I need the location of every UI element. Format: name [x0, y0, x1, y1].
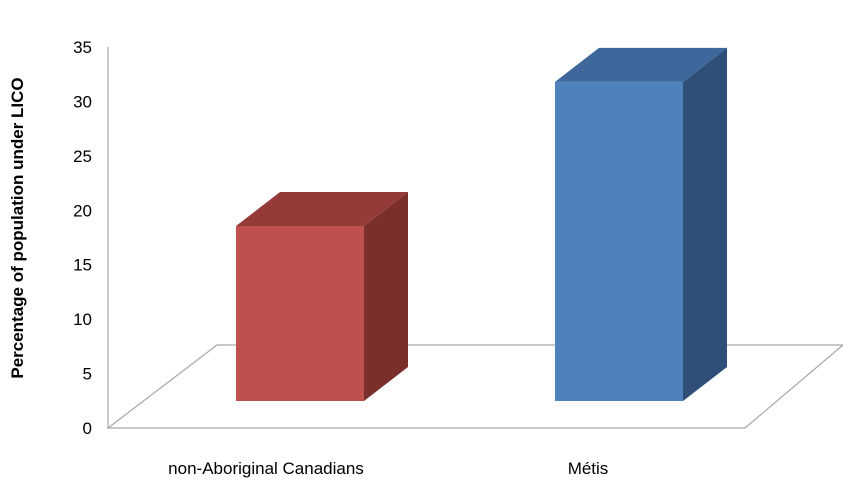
bar [555, 47, 727, 401]
y-tick-label: 5 [83, 365, 92, 384]
y-tick-label: 20 [73, 201, 92, 220]
chart-floor-outline [106, 344, 843, 429]
y-tick-labels: 0 5 10 15 20 25 30 35 [73, 38, 92, 438]
bar [236, 192, 408, 401]
y-tick-label: 0 [83, 419, 92, 438]
bar-top-face [236, 192, 408, 226]
bars-layer [236, 47, 727, 401]
bar-side-face [683, 47, 727, 401]
y-tick-label: 15 [73, 256, 92, 275]
bar-side-face [364, 192, 408, 401]
bar-front-face [236, 226, 364, 401]
y-tick-label: 25 [73, 147, 92, 166]
chart-floor [106, 344, 843, 429]
x-category-label: non-Aboriginal Canadians [168, 459, 364, 478]
x-category-labels: non-Aboriginal Canadians Métis [168, 459, 608, 478]
x-category-label: Métis [568, 459, 609, 478]
y-tick-label: 30 [73, 92, 92, 111]
bar-front-face [555, 81, 683, 401]
y-axis-label: Percentage of population under LICO [8, 77, 27, 378]
y-tick-label: 10 [73, 310, 92, 329]
bar-top-face [555, 47, 727, 82]
y-tick-label: 35 [73, 38, 92, 57]
